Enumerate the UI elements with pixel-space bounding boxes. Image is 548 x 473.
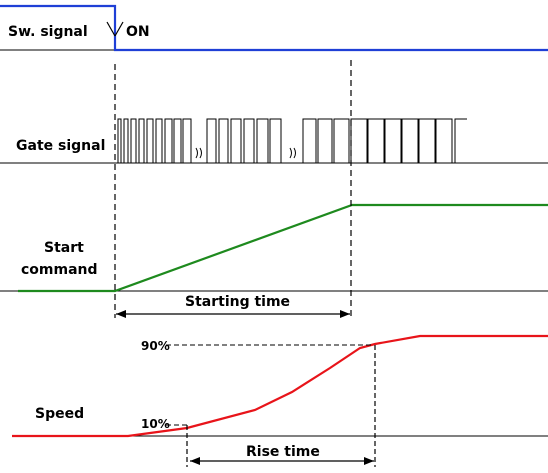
gate-pulses (117, 118, 467, 163)
rise-time-arrow-right-head (364, 457, 374, 465)
starting-time-arrow-right-head (340, 310, 350, 318)
gate-signal-label: Gate signal (16, 138, 105, 154)
starting-time-label: Starting time (185, 294, 290, 310)
starting-time-arrow-left-head (116, 310, 126, 318)
rise-time-arrow-left-head (190, 457, 200, 465)
rise-time-label: Rise time (246, 444, 320, 460)
speed-label: Speed (35, 406, 84, 422)
time-break-marks (195, 147, 296, 159)
sw-signal-label: Sw. signal (8, 24, 88, 40)
gate-pulse-train (117, 118, 467, 163)
start-command-trace (18, 203, 548, 293)
start-command-label-line2: command (21, 262, 98, 278)
sw-signal-trace (0, 4, 548, 52)
switch-icon (106, 21, 124, 37)
pct10-label: 10% (141, 417, 170, 431)
speed-trace (12, 334, 548, 438)
on-label: ON (126, 24, 150, 40)
start-command-label-line1: Start (44, 240, 84, 256)
pct90-label: 90% (141, 339, 170, 353)
